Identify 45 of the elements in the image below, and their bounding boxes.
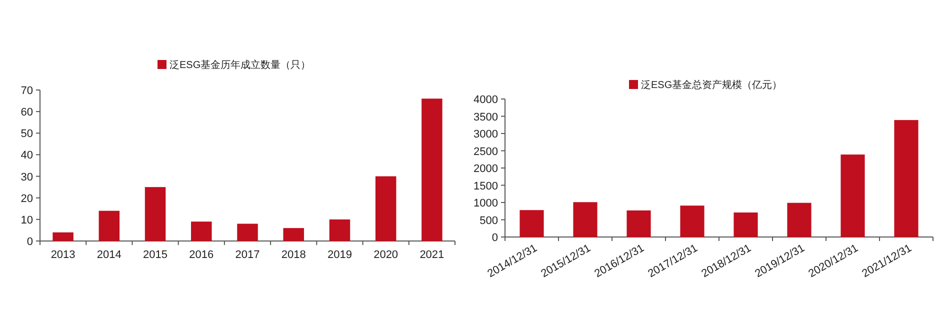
y-tick-label: 70	[20, 85, 33, 97]
bar	[329, 219, 350, 241]
bar	[680, 206, 704, 237]
y-tick-label: 0	[492, 232, 498, 244]
y-tick-label: 2000	[474, 163, 498, 175]
bar	[787, 202, 812, 237]
y-tick-label: 40	[20, 150, 33, 162]
y-tick-label: 0	[26, 236, 33, 248]
y-tick-label: 20	[20, 192, 33, 205]
bar	[144, 187, 166, 241]
bar	[573, 202, 598, 237]
bar	[840, 154, 865, 237]
legend-label: 泛ESG基金历年成立数量（只）	[170, 59, 311, 71]
bar	[98, 210, 120, 241]
y-tick-label: 10	[20, 214, 33, 226]
y-tick-label: 3000	[474, 128, 498, 140]
x-tick-label: 2019	[327, 249, 352, 261]
y-tick-label: 50	[20, 128, 33, 140]
y-tick-label: 1000	[474, 198, 498, 210]
bar	[283, 228, 304, 241]
bar	[520, 210, 544, 237]
bar	[375, 176, 396, 241]
y-tick-label: 500	[480, 214, 498, 227]
x-tick-label: 2020	[374, 249, 398, 261]
x-tick-label: 2016	[189, 249, 214, 261]
x-tick-label: 2014	[96, 249, 122, 261]
bar	[191, 222, 212, 241]
x-tick-label: 2017	[235, 249, 260, 261]
bar	[422, 98, 442, 241]
y-tick-label: 30	[20, 171, 33, 184]
bar	[894, 120, 918, 237]
x-tick-label: 2013	[50, 249, 76, 261]
bar	[734, 212, 758, 237]
x-tick-label: 2015	[143, 249, 168, 261]
y-tick-label: 1500	[474, 180, 498, 192]
bar	[237, 224, 258, 241]
y-tick-label: 4000	[474, 94, 498, 106]
x-tick-label: 2018	[281, 249, 306, 261]
y-tick-label: 60	[20, 106, 33, 119]
x-tick-label: 2021	[420, 249, 444, 261]
legend-label: 泛ESG基金总资产规模（亿元）	[641, 79, 782, 91]
bar	[52, 232, 74, 241]
y-tick-label: 2500	[474, 146, 498, 158]
y-tick-label: 3500	[474, 111, 498, 124]
bar	[626, 210, 651, 237]
